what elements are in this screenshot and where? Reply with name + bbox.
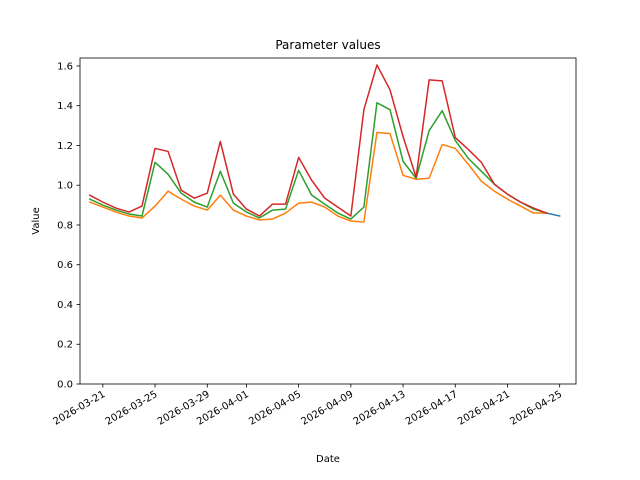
x-axis-label: Date [316, 454, 340, 465]
y-tick-label: 0.6 [57, 260, 73, 271]
series-line-2 [88, 131, 548, 223]
series-line-1 [545, 212, 561, 217]
y-axis-label: Value [31, 207, 42, 234]
plot-area-frame [79, 57, 577, 385]
y-axis: 0.0 0.2 0.4 0.6 0.8 1.0 1.2 1.4 1.6 [57, 61, 80, 391]
y-tick-label: 1.6 [57, 61, 73, 72]
series-layer [88, 64, 561, 223]
y-tick-label: 1.2 [57, 141, 73, 152]
y-tick-label: 1.4 [57, 101, 73, 112]
y-tick-label: 0.4 [57, 300, 73, 311]
series-line-4 [88, 64, 548, 217]
y-tick-label: 0.8 [57, 220, 73, 231]
y-tick-label: 0.0 [57, 380, 73, 391]
y-tick-label: 1.0 [57, 181, 73, 192]
y-tick-label: 0.2 [57, 340, 73, 351]
series-line-3 [88, 101, 548, 220]
chart-title: Parameter values [275, 38, 380, 52]
